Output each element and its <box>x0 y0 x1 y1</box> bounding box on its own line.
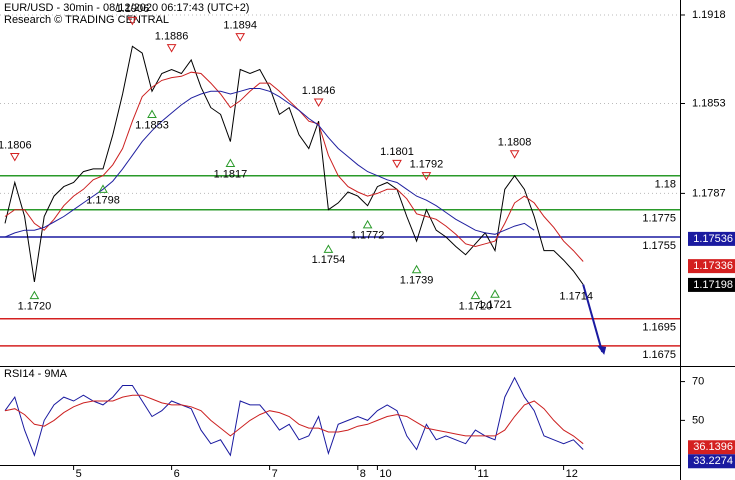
projection-arrow-head <box>597 345 607 355</box>
annotation-label: 1.1886 <box>155 30 189 42</box>
price-tag-label: 1.17198 <box>693 279 733 291</box>
annotation-label: 1.1846 <box>302 85 336 97</box>
target-label: 1.1714 <box>559 291 593 303</box>
annotation-label: 1.1894 <box>223 20 257 32</box>
projection-arrow <box>582 284 604 353</box>
low-marker <box>225 158 236 168</box>
annotation-label: 1.1806 <box>0 139 32 151</box>
annotation-label: 1.1720 <box>18 301 52 313</box>
annotation-label: 1.1792 <box>410 158 444 170</box>
annotation-label: 1.1808 <box>498 137 532 149</box>
level-label: 1.1675 <box>642 349 676 361</box>
level-label: 1.18 <box>655 179 676 191</box>
low-marker <box>411 264 422 274</box>
price-tag-label: 36.1396 <box>693 441 733 453</box>
annotation-label: 1.1801 <box>380 146 414 158</box>
annotation-label: 1.1739 <box>400 275 434 287</box>
y-tick-label: 1.1787 <box>692 187 726 199</box>
low-marker <box>98 184 108 193</box>
chart-subtitle: Research © TRADING CENTRAL <box>4 14 169 26</box>
series-line <box>4 71 584 262</box>
price-tag-label: 1.17336 <box>693 260 733 272</box>
level-label: 1.1695 <box>642 322 676 334</box>
x-tick-label: 7 <box>272 468 278 480</box>
annotation-label: 1.1798 <box>86 194 120 206</box>
low-marker <box>362 219 373 229</box>
y-tick-label: 1.1918 <box>692 9 726 21</box>
series-line <box>4 394 584 445</box>
annotation-label: 1.1906 <box>116 3 150 15</box>
annotation-label: 1.1817 <box>214 168 248 180</box>
y-tick-label: 50 <box>692 414 704 426</box>
low-marker <box>323 244 334 253</box>
annotation-label: 1.1754 <box>312 254 346 266</box>
x-tick-label: 5 <box>76 468 82 480</box>
x-tick-label: 8 <box>360 468 366 480</box>
series-line <box>4 88 535 238</box>
high-marker <box>392 159 402 169</box>
high-marker <box>313 98 324 108</box>
annotation-label: 1.1772 <box>351 230 385 242</box>
y-tick-label: 1.1853 <box>692 97 726 109</box>
price-tag <box>688 231 735 246</box>
high-marker <box>127 16 138 26</box>
price-tag <box>688 440 735 455</box>
x-tick-label: 10 <box>379 468 391 480</box>
x-tick-label: 6 <box>174 468 180 480</box>
high-marker <box>9 153 20 162</box>
y-tick-label: 70 <box>692 375 704 387</box>
high-marker <box>235 33 246 42</box>
annotation-label: 1.1721 <box>478 299 512 311</box>
series-line <box>4 45 584 285</box>
price-tag-label: 33.2274 <box>693 455 733 467</box>
chart-title: EUR/USD - 30min - 08/12/2020 06:17:43 (U… <box>4 2 249 14</box>
series-line <box>4 376 584 457</box>
price-tag <box>688 277 735 292</box>
annotation-label: 1.1853 <box>135 119 169 131</box>
x-tick-label: 12 <box>566 468 578 480</box>
price-tag-label: 1.17536 <box>693 233 733 245</box>
low-marker <box>490 289 500 298</box>
low-marker <box>470 290 481 300</box>
level-label: 1.1775 <box>642 213 676 225</box>
low-marker <box>29 290 40 300</box>
x-tick-label: 11 <box>477 468 488 480</box>
high-marker <box>166 44 177 53</box>
high-marker <box>421 172 432 181</box>
high-marker <box>509 150 520 159</box>
low-marker <box>147 109 157 119</box>
price-tag <box>688 259 735 274</box>
price-tag <box>688 454 735 469</box>
level-label: 1.1755 <box>642 240 676 252</box>
annotation-label: 1.1720 <box>459 301 493 313</box>
rsi-title: RSI14 - 9MA <box>4 368 68 380</box>
